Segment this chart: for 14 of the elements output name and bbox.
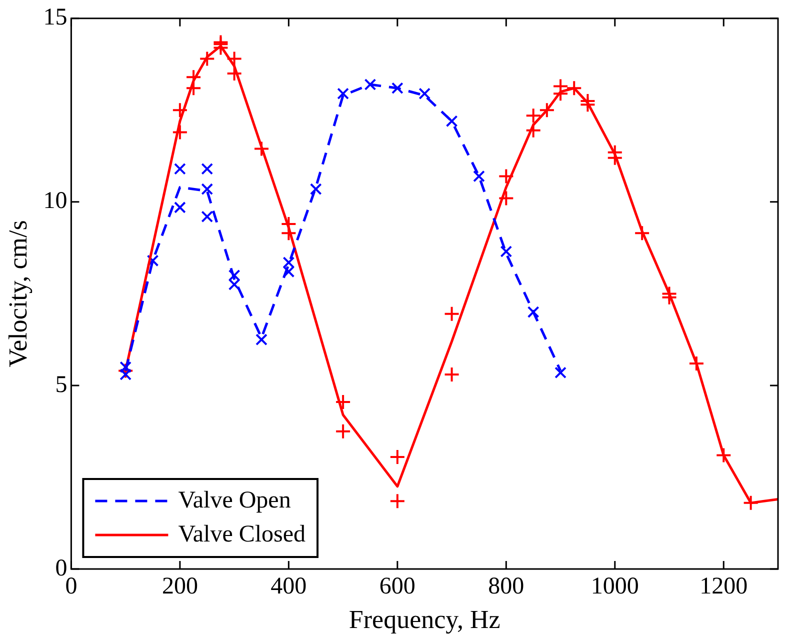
x-tick-label: 1200	[700, 574, 748, 600]
x-tick-label: 400	[270, 574, 307, 600]
y-tick-label: 5	[55, 372, 68, 398]
x-axis-title: Frequency, Hz	[348, 605, 500, 634]
x-tick-label: 200	[162, 574, 198, 600]
y-tick-label: 15	[43, 4, 68, 31]
x-tick-label: 800	[488, 574, 524, 600]
y-axis-title: Velocity, cm/s	[3, 220, 32, 368]
legend-label: Valve Open	[178, 487, 291, 514]
y-tick-label: 10	[43, 188, 68, 214]
y-tick-label: 0	[55, 555, 68, 582]
legend-label: Valve Closed	[178, 521, 306, 548]
x-tick-label: 1000	[590, 574, 639, 600]
x-tick-label: 600	[379, 574, 416, 600]
